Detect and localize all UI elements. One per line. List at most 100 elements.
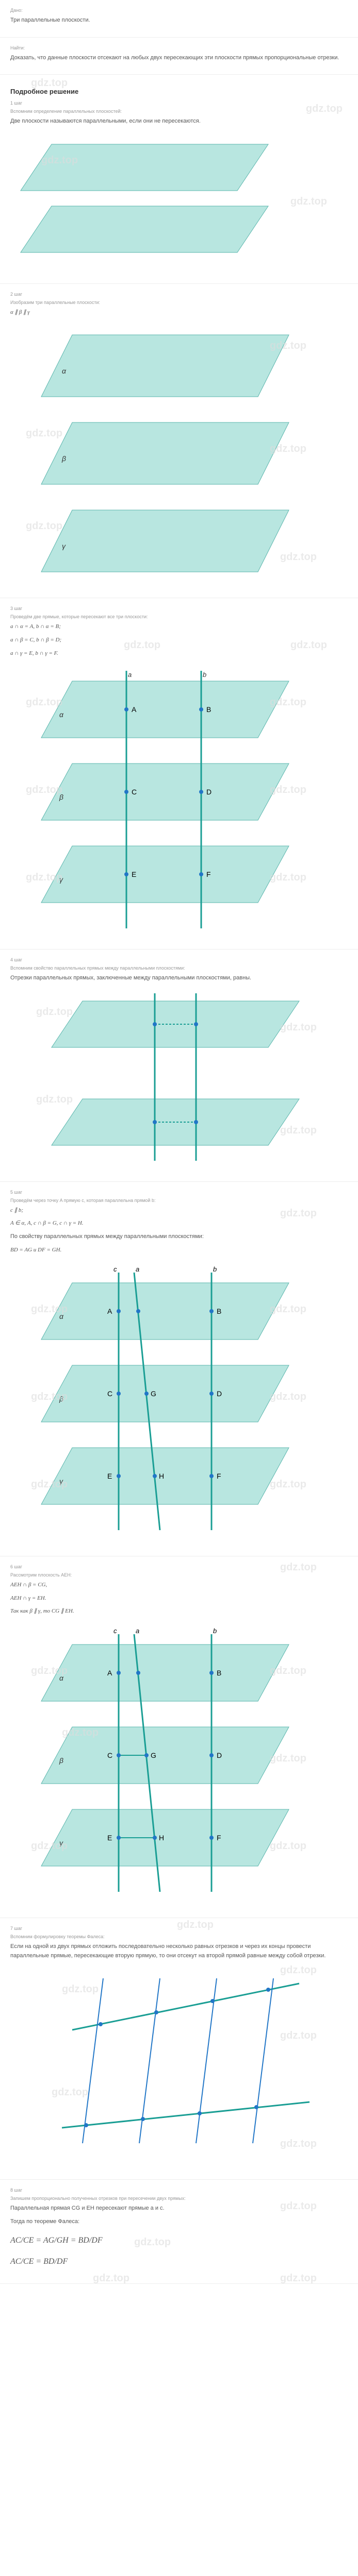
svg-text:E: E — [107, 1834, 112, 1842]
svg-thales — [10, 1968, 346, 2164]
diagram-two-planes: gdz.top gdz.top — [10, 134, 348, 268]
svg-text:E: E — [132, 870, 136, 878]
diagram-lines-through-planes: gdz.top gdz.top gdz.top gdz.top gdz.top … — [10, 666, 348, 934]
svg-three-planes: α β γ — [10, 325, 346, 582]
step8-text3: Тогда по теореме Фалеса: — [10, 2217, 348, 2227]
step7-def: Если на одной из двух прямых отложить по… — [10, 1942, 348, 1960]
svg-text:B: B — [217, 1307, 221, 1315]
step6-label: 6 шаг — [10, 1564, 348, 1569]
step5-f3: BD = AG и DF = GH. — [10, 1246, 348, 1255]
svg-text:F: F — [206, 870, 211, 878]
svg-text:α: α — [59, 710, 64, 719]
svg-text:A: A — [107, 1669, 112, 1677]
solution-heading: Подробное решение — [10, 88, 348, 95]
diagram-line-c: gdz.top gdz.top gdz.top gdz.top gdz.top … — [10, 1262, 348, 1540]
step5-f2: A ∈ α, A, c ∩ β = G, c ∩ γ = H. — [10, 1219, 348, 1228]
svg-text:γ: γ — [59, 1477, 63, 1485]
step2-formula: α ∥ β ∥ γ — [10, 308, 348, 317]
svg-text:D: D — [217, 1751, 222, 1759]
diagram-aeh: gdz.top gdz.top gdz.top gdz.top gdz.top … — [10, 1624, 348, 1902]
given-text: Три параллельные плоскости. — [10, 16, 348, 25]
svg-text:F: F — [217, 1472, 221, 1480]
svg-text:β: β — [59, 793, 63, 801]
solution-section: gdz.top Подробное решение 1 шаг Вспомним… — [0, 75, 358, 284]
step8-text2: Параллельная прямая CG и EH пересекают п… — [10, 2204, 348, 2213]
step5-section: 5 шаг Проведём через точку A прямую c, к… — [0, 1182, 358, 1556]
svg-text:D: D — [206, 788, 211, 796]
svg-text:γ: γ — [59, 875, 63, 884]
svg-text:c: c — [113, 1265, 117, 1273]
svg-text:A: A — [107, 1307, 112, 1315]
step4-def: Отрезки параллельных прямых, заключенные… — [10, 974, 348, 983]
given-label: Дано: — [10, 8, 348, 13]
svg-text:G: G — [151, 1751, 156, 1759]
svg-text:H: H — [159, 1834, 164, 1842]
step3-label: 3 шаг — [10, 606, 348, 611]
svg-line-c: α β γ c a b A B C G D E H F — [10, 1262, 346, 1540]
diagram-three-planes: gdz.top gdz.top gdz.top gdz.top gdz.top … — [10, 325, 348, 582]
step2-section: 2 шаг Изобразим три параллельные плоскос… — [0, 284, 358, 599]
step8-f2: AC/CE = BD/DF — [10, 2255, 348, 2268]
diagram-parallel-segments: gdz.top gdz.top gdz.top gdz.top — [10, 991, 348, 1166]
step4-text: Вспомним свойство параллельных прямых ме… — [10, 965, 348, 971]
step5-label: 5 шаг — [10, 1190, 348, 1195]
svg-text:D: D — [217, 1389, 222, 1398]
find-label: Найти: — [10, 45, 348, 50]
svg-text:B: B — [217, 1669, 221, 1677]
svg-text:γ: γ — [62, 542, 66, 550]
diagram-thales: gdz.top gdz.top gdz.top gdz.top — [10, 1968, 348, 2164]
step1-label: 1 шаг — [10, 100, 348, 106]
svg-text:H: H — [159, 1472, 164, 1480]
step1-text: Вспомним определение параллельных плоско… — [10, 109, 348, 114]
svg-two-planes — [10, 134, 346, 268]
svg-parallel-seg — [10, 991, 346, 1166]
step6-f3: Так как β ∥ γ, то CG ∥ EH. — [10, 1607, 348, 1616]
step1-def: Две плоскости называются параллельными, … — [10, 117, 348, 126]
svg-text:β: β — [61, 454, 66, 463]
svg-text:F: F — [217, 1834, 221, 1842]
svg-text:G: G — [151, 1389, 156, 1398]
step8-f1: AC/CE = AG/GH = BD/DF — [10, 2234, 348, 2247]
svg-text:B: B — [206, 705, 211, 714]
step3-f2: a ∩ β = C, b ∩ β = D; — [10, 636, 348, 645]
svg-text:b: b — [213, 1627, 217, 1635]
svg-text:c: c — [113, 1627, 117, 1635]
step4-label: 4 шаг — [10, 957, 348, 962]
step8-text: Запишем пропорционально полученных отрез… — [10, 2196, 348, 2201]
svg-text:C: C — [107, 1389, 112, 1398]
find-section: Найти: Доказать, что данные плоскости от… — [0, 38, 358, 75]
step6-text: Рассмотрим плоскость AEH: — [10, 1572, 348, 1578]
step3-f1: a ∩ α = A, b ∩ α = B; — [10, 622, 348, 632]
svg-text:β: β — [59, 1395, 63, 1403]
step3-section: 3 шаг Проведём две прямые, которые перес… — [0, 598, 358, 950]
svg-text:α: α — [59, 1674, 64, 1682]
step8-section: 8 шаг Запишем пропорционально полученных… — [0, 2180, 358, 2284]
step7-section: gdz.top 7 шаг Вспомним формулировку теор… — [0, 1918, 358, 2180]
svg-text:a: a — [136, 1627, 139, 1635]
step6-section: 6 шаг gdz.top Рассмотрим плоскость AEH: … — [0, 1556, 358, 1918]
step6-f1: AEH ∩ β = CG, — [10, 1581, 348, 1590]
step3-text: Проведём две прямые, которые пересекают … — [10, 614, 348, 619]
step2-label: 2 шаг — [10, 292, 348, 297]
svg-text:C: C — [132, 788, 137, 796]
svg-text:A: A — [132, 705, 137, 714]
step7-text: Вспомним формулировку теоремы Фалеса: — [10, 1934, 348, 1939]
step4-section: 4 шаг Вспомним свойство параллельных пря… — [0, 950, 358, 1182]
step2-text: Изобразим три параллельные плоскости: — [10, 300, 348, 305]
svg-text:b: b — [213, 1265, 217, 1273]
svg-text:E: E — [107, 1472, 112, 1480]
step8-label: 8 шаг — [10, 2188, 348, 2193]
step7-label: 7 шаг — [10, 1926, 348, 1931]
svg-text:α: α — [59, 1312, 64, 1320]
step6-f2: AEH ∩ γ = EH. — [10, 1594, 348, 1603]
watermark: gdz.top — [93, 2273, 129, 2284]
svg-text:α: α — [62, 367, 67, 375]
svg-text:β: β — [59, 1756, 63, 1765]
svg-lines-planes: α β γ a b A B C D E F — [10, 666, 346, 934]
given-section: Дано: Три параллельные плоскости. — [0, 0, 358, 38]
step5-text: Проведём через точку A прямую c, которая… — [10, 1198, 348, 1203]
find-text: Доказать, что данные плоскости отсекают … — [10, 54, 348, 63]
step5-text2: По свойству параллельных прямых между па… — [10, 1232, 348, 1242]
svg-text:a: a — [136, 1265, 139, 1273]
step3-f3: a ∩ γ = E, b ∩ γ = F. — [10, 649, 348, 658]
